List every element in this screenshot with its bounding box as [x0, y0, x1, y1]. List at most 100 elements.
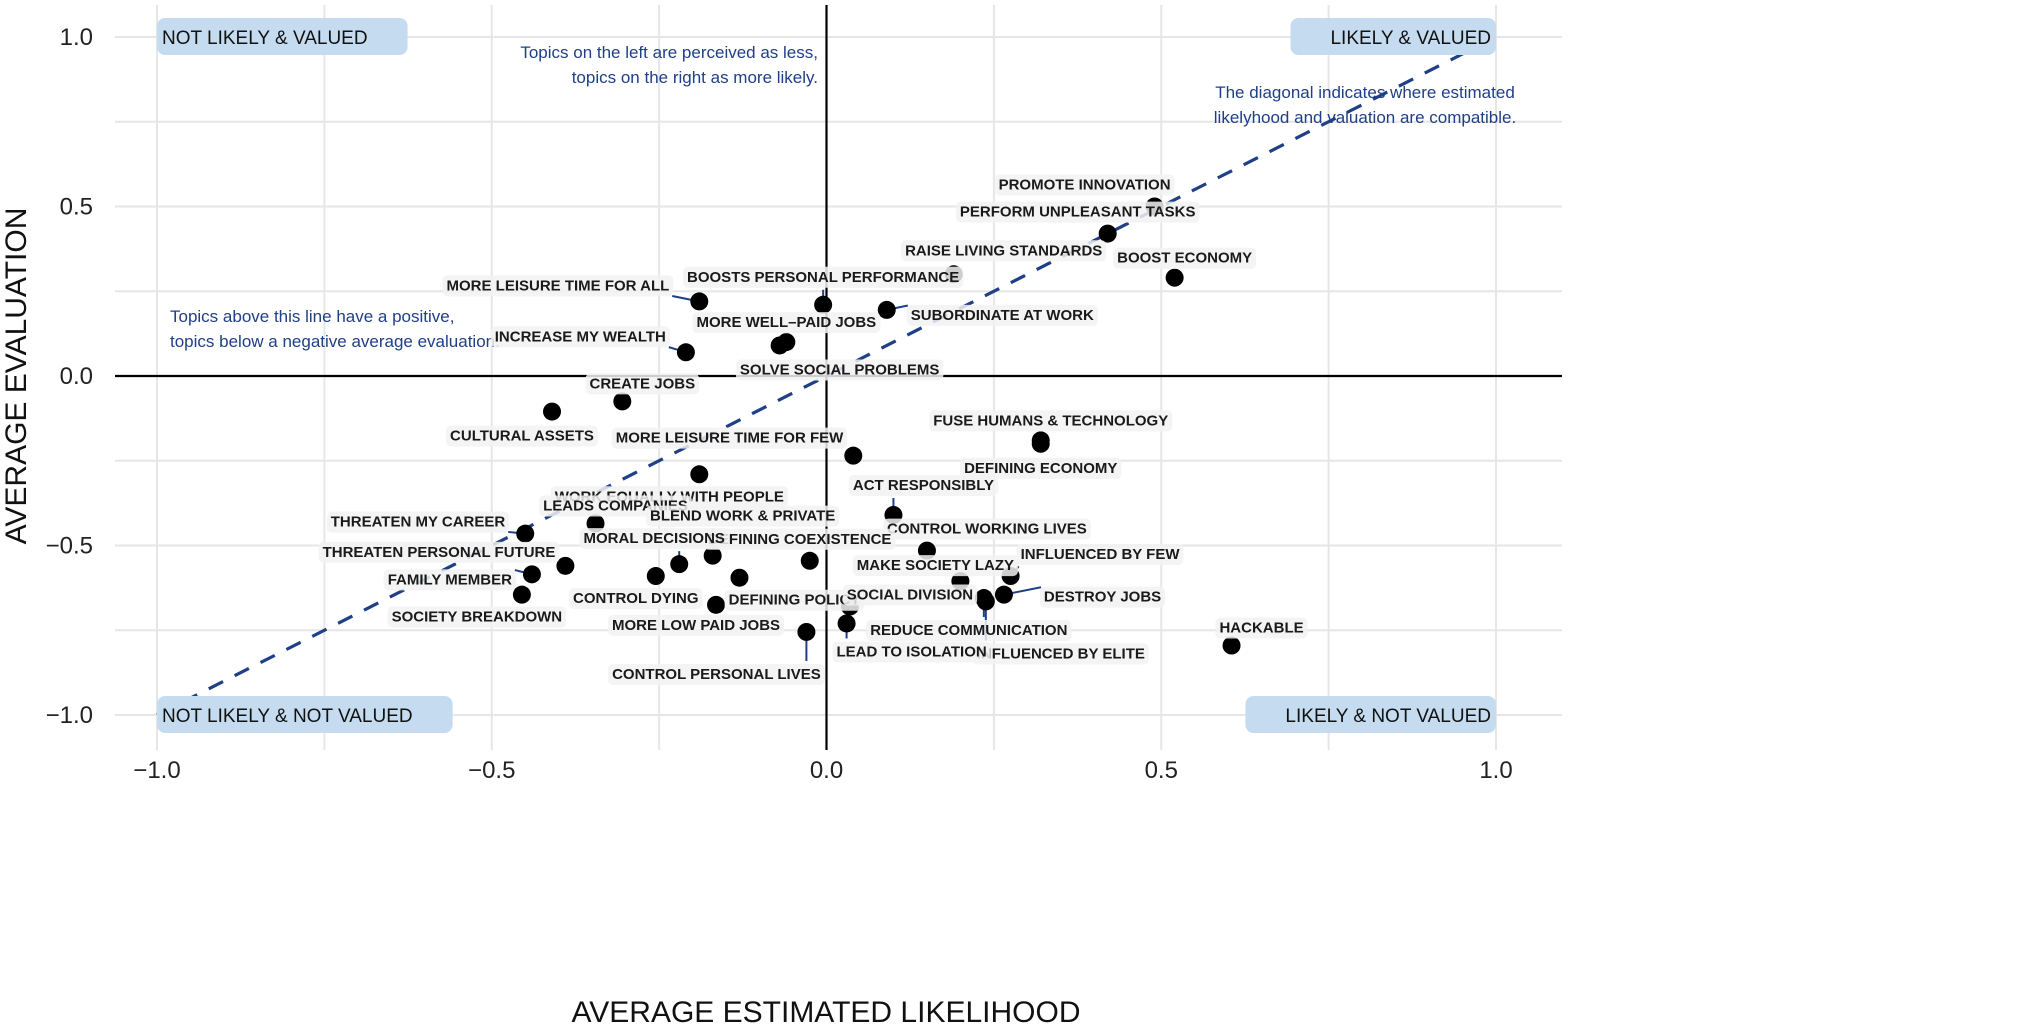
point-label-text: MORE LEISURE TIME FOR ALL [447, 277, 670, 294]
point-label-background [608, 663, 825, 685]
point-label-text: DEFINING ECONOMY [964, 460, 1117, 477]
point-label-text: SOLVE SOCIAL PROBLEMS [740, 361, 939, 378]
data-point [1098, 224, 1117, 243]
point-label-background [683, 266, 964, 288]
point-label: DEFINING ECONOMY [960, 457, 1122, 479]
point-label-text: PROMOTE INNOVATION [999, 177, 1171, 194]
x-tick-label: 1.0 [1479, 757, 1512, 784]
y-axis-title: AVERAGE EVALUATION [0, 208, 33, 545]
point-label-text: BLEND WORK & PRIVATE [650, 508, 835, 525]
point-label-background [832, 641, 991, 663]
point-label-text: ACT RESPONSIBLY [853, 477, 994, 494]
leader-line [894, 304, 909, 310]
point-label-text: CONTROL WORKING LIVES [887, 521, 1087, 538]
data-point [556, 556, 575, 575]
point-label: DEFINING POLICY [724, 589, 865, 611]
data-point [522, 565, 541, 584]
x-tick-label: −1.0 [133, 757, 180, 784]
data-point [994, 585, 1013, 604]
x-axis-title: AVERAGE ESTIMATED LIKELIHOOD [571, 996, 1080, 1029]
point-label-background [1016, 544, 1184, 566]
point-label: SOLVE SOCIAL PROBLEMS [735, 359, 944, 381]
data-point [814, 295, 833, 314]
quadrant-label-box [1245, 696, 1496, 733]
point-label-text: MAKE SOCIETY LAZY [857, 557, 1014, 574]
point-label-text: CREATE JOBS [590, 375, 696, 392]
data-point [670, 555, 689, 574]
point-label-background [383, 569, 516, 591]
point-label-text: INCREASE MY WEALTH [495, 328, 666, 345]
annotation-top-center-left: Topics on the left are perceived as less… [520, 43, 818, 87]
point-label-text: FAMILY MEMBER [388, 571, 512, 588]
point-label: MORE LEISURE TIME FOR FEW [611, 427, 848, 449]
data-points [512, 197, 1241, 655]
quadrant-label-top-left: NOT LIKELY & VALUED [157, 18, 408, 55]
point-label-text: MORE LOW PAID JOBS [612, 617, 780, 634]
point-label: MORAL DECISIONS [579, 528, 729, 550]
data-point [844, 446, 863, 465]
point-label-text: REDUCE COMMUNICATION [870, 622, 1067, 639]
point-label-text: THREATEN MY CAREER [331, 514, 506, 531]
point-label-background [704, 528, 896, 550]
data-point [917, 541, 936, 560]
data-point [1031, 434, 1050, 453]
point-label-background [326, 511, 510, 533]
point-label: FAMILY MEMBER [383, 569, 516, 591]
leader-line [672, 295, 692, 301]
point-label: CULTURAL ASSETS [446, 425, 598, 447]
point-label-background [994, 174, 1175, 196]
point-label: FUSE HUMANS & TECHNOLOGY [929, 410, 1173, 432]
quadrant-labels: NOT LIKELY & VALUED LIKELY & VALUED NOT LI… [157, 18, 1496, 733]
point-label-background [611, 427, 848, 449]
point-label: LEAD TO ISOLATION [832, 641, 991, 663]
point-label: CONTROL DYING [568, 588, 703, 610]
quadrant-label-box [1290, 18, 1496, 55]
data-point [1222, 636, 1241, 655]
point-label: RAISE LIVING STANDARDS [901, 240, 1107, 262]
annotation-top-right: The diagonal indicates where estimated li… [1214, 83, 1516, 127]
point-label-text: THREATEN PERSONAL FUTURE [323, 544, 556, 561]
point-label-background [735, 359, 944, 381]
point-label-text: MORE LEISURE TIME FOR FEW [616, 430, 844, 447]
point-label: MAKE SOCIETY LAZY [852, 555, 1019, 577]
point-label: PERFORM UNPLEASANT TASKS [955, 201, 1200, 223]
data-point [543, 402, 562, 421]
point-label-text: CONTROL PERSONAL LIVES [612, 666, 821, 683]
annotation-line: The diagonal indicates where estimated [1215, 83, 1515, 102]
quadrant-label-text: NOT LIKELY & VALUED [162, 28, 368, 49]
point-label: INFLUENCED BY ELITE [972, 643, 1149, 665]
y-tick-label: 0.0 [60, 363, 93, 390]
annotation-line: likelyhood and valuation are compatible. [1214, 108, 1516, 127]
point-label-background [579, 528, 729, 550]
leader-line [508, 530, 518, 534]
data-point [837, 614, 856, 633]
point-label: THREATEN PERSONAL FUTURE [318, 541, 560, 563]
annotation-line: Topics on the left are perceived as less… [520, 43, 818, 62]
quadrant-label-box [157, 696, 453, 733]
point-label-background [960, 457, 1122, 479]
point-label: BLEND WORK & PRIVATE [646, 505, 840, 527]
data-point [703, 546, 722, 565]
point-label-background [883, 518, 1091, 540]
annotation-line: topics on the right as more likely. [572, 68, 818, 87]
data-point [1165, 268, 1184, 287]
point-label-text: SUBORDINATE AT WORK [911, 307, 1094, 324]
annotation-line: Topics above this line have a positive, [170, 307, 454, 326]
data-point [676, 343, 695, 362]
point-label-background [387, 606, 567, 628]
point-label: THREATEN MY CAREER [326, 511, 510, 533]
data-point [730, 568, 749, 587]
point-label-background [585, 373, 700, 395]
point-label-background [692, 312, 881, 334]
point-label-background [842, 584, 978, 606]
point-label-text: FUSE HUMANS & TECHNOLOGY [933, 412, 1168, 429]
point-label-text: RAISE LIVING STANDARDS [905, 242, 1102, 259]
point-label-text: DESTROY JOBS [1044, 589, 1161, 606]
x-tick-label: −0.5 [468, 757, 515, 784]
point-label-background [568, 588, 703, 610]
point-label-background [901, 240, 1107, 262]
point-label-background [608, 614, 785, 636]
point-label-background [972, 643, 1149, 665]
point-label: CONTROL WORKING LIVES [883, 518, 1091, 540]
point-label: REDUCE COMMUNICATION [866, 620, 1072, 642]
